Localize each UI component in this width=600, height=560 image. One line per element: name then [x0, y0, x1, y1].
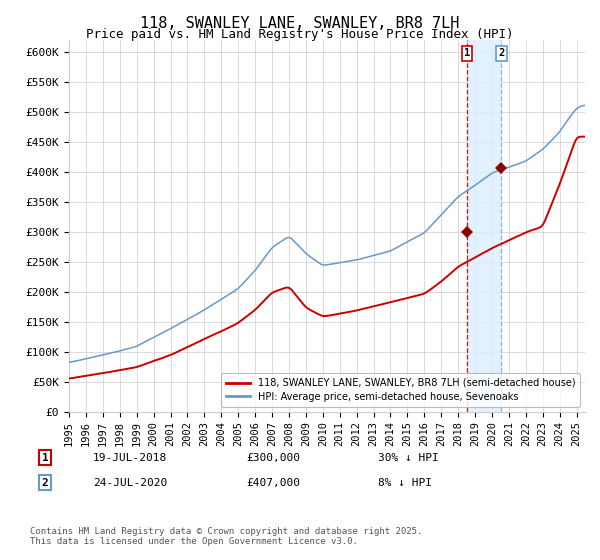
Text: Contains HM Land Registry data © Crown copyright and database right 2025.
This d: Contains HM Land Registry data © Crown c…: [30, 526, 422, 546]
Text: £300,000: £300,000: [246, 452, 300, 463]
Text: 1: 1: [41, 452, 49, 463]
Text: 1: 1: [464, 49, 470, 58]
Text: 118, SWANLEY LANE, SWANLEY, BR8 7LH: 118, SWANLEY LANE, SWANLEY, BR8 7LH: [140, 16, 460, 31]
Text: 2: 2: [41, 478, 49, 488]
Text: 8% ↓ HPI: 8% ↓ HPI: [378, 478, 432, 488]
Bar: [467, 40, 502, 412]
Text: 19-JUL-2018: 19-JUL-2018: [93, 452, 167, 463]
Text: 2: 2: [498, 49, 505, 58]
Text: Price paid vs. HM Land Registry's House Price Index (HPI): Price paid vs. HM Land Registry's House …: [86, 28, 514, 41]
Text: £407,000: £407,000: [246, 478, 300, 488]
Text: 24-JUL-2020: 24-JUL-2020: [93, 478, 167, 488]
Text: 30% ↓ HPI: 30% ↓ HPI: [378, 452, 439, 463]
Legend: 118, SWANLEY LANE, SWANLEY, BR8 7LH (semi-detached house), HPI: Average price, s: 118, SWANLEY LANE, SWANLEY, BR8 7LH (sem…: [221, 373, 580, 407]
